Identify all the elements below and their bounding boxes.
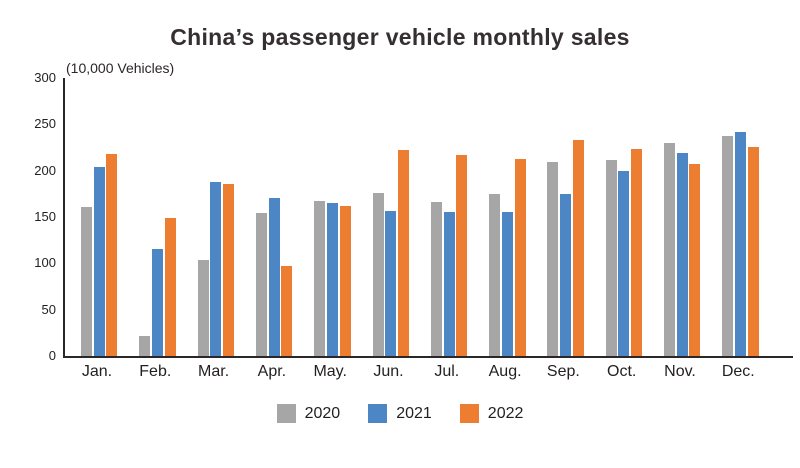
bar-2022-aug [514, 158, 526, 356]
legend-item-2020: 2020 [276, 404, 341, 423]
bar-2021-apr [268, 198, 280, 356]
bar-2021-jun [385, 210, 397, 356]
x-axis-label-nov: Nov. [664, 363, 696, 380]
bar-2020-dec [722, 136, 734, 356]
legend: 2020 2021 2022 [0, 404, 800, 423]
bar-2021-nov [676, 153, 688, 356]
bar-2020-may [314, 201, 326, 356]
bar-2021-may [326, 203, 338, 356]
x-axis-label-apr: Apr. [257, 363, 287, 380]
y-axis-tick-label: 200 [34, 162, 56, 178]
y-axis-tick-label: 250 [34, 116, 56, 132]
y-axis-unit-label: (10,000 Vehicles) [66, 60, 175, 76]
bar-2020-sep [547, 162, 559, 356]
bar-2022-jun [397, 150, 409, 356]
x-axis-label-aug: Aug. [488, 363, 522, 380]
bar-2020-jul [430, 202, 442, 356]
bar-2021-sep [560, 193, 572, 356]
x-axis-label-feb: Feb. [139, 363, 172, 380]
bar-2021-oct [618, 170, 630, 356]
y-axis-tick-label: 100 [34, 255, 56, 271]
bar-2020-aug [489, 193, 501, 356]
bar-2020-nov [664, 142, 675, 356]
bar-2021-aug [501, 212, 513, 356]
bar-2022-feb [164, 217, 176, 356]
bar-2020-mar [197, 259, 209, 356]
bar-2022-nov [689, 164, 701, 356]
bar-2022-sep [572, 140, 584, 356]
legend-label-2022: 2022 [487, 404, 524, 422]
bar-2020-jun [372, 192, 384, 356]
bar-2022-may [339, 205, 351, 356]
bar-2020-jan [81, 206, 92, 356]
y-axis-tick-label: 0 [48, 348, 56, 363]
legend-swatch-2020 [276, 404, 296, 423]
legend-item-2021: 2021 [368, 404, 432, 423]
bar-2022-apr [281, 266, 293, 356]
y-axis-tick-label: 300 [34, 70, 56, 85]
plot-area [63, 78, 793, 358]
x-axis-label-jun: Jun. [373, 363, 404, 380]
bar-2020-feb [139, 335, 151, 356]
chart-title: China’s passenger vehicle monthly sales [170, 24, 630, 50]
bar-2022-oct [631, 149, 643, 356]
legend-label-2021: 2021 [396, 404, 432, 422]
x-axis-label-jul: Jul. [434, 363, 460, 380]
bar-2021-mar [210, 181, 222, 356]
x-axis-label-oct: Oct. [607, 363, 637, 380]
legend-item-2022: 2022 [459, 404, 524, 423]
legend-label-2020: 2020 [304, 404, 341, 422]
x-axis-label-mar: Mar. [198, 363, 230, 380]
x-axis-label-dec: Dec. [721, 363, 755, 380]
legend-swatch-2021 [368, 404, 388, 423]
legend-swatch-2022 [459, 404, 479, 423]
bar-2021-feb [152, 248, 163, 356]
bar-2022-jan [106, 154, 118, 356]
bar-2020-apr [255, 213, 267, 356]
bar-2020-oct [605, 160, 617, 356]
bar-2022-mar [223, 183, 234, 356]
x-axis-label-jan: Jan. [81, 363, 113, 380]
bar-2021-jul [443, 212, 455, 356]
y-axis-tick-label: 150 [34, 209, 56, 224]
y-axis-tick-label: 50 [41, 301, 56, 317]
bar-2022-dec [747, 146, 759, 356]
bar-2021-jan [93, 166, 105, 356]
bar-2022-jul [456, 154, 468, 356]
x-axis-label-may: May. [313, 363, 347, 380]
bar-2021-dec [735, 131, 746, 356]
x-axis-label-sep: Sep. [546, 363, 580, 380]
